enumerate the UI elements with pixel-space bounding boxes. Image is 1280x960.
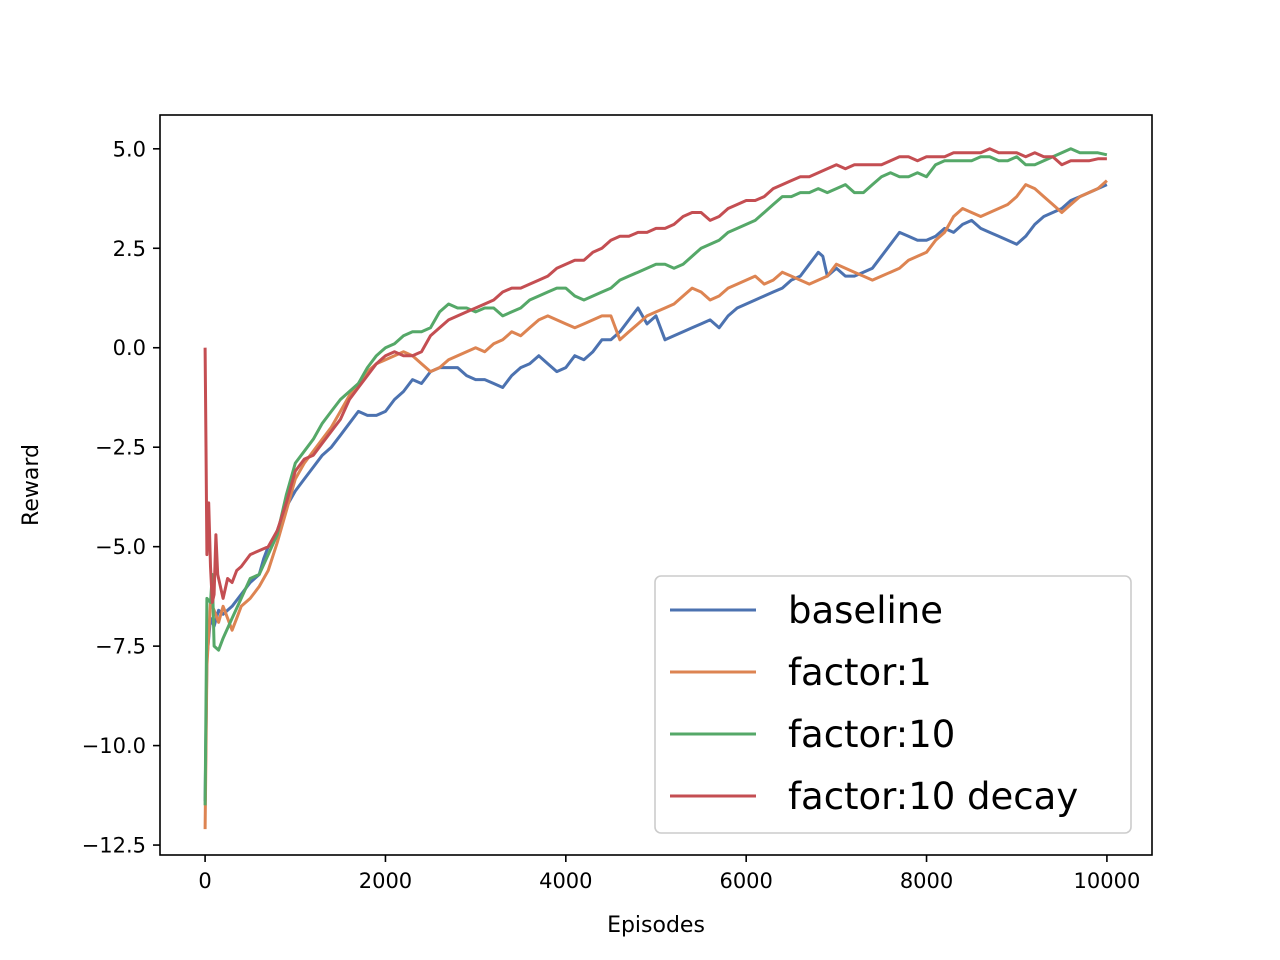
y-tick-label: 0.0 [113,336,146,360]
x-tick-label: 8000 [900,869,953,893]
legend-entry-label: baseline [788,589,943,632]
y-tick-label: −10.0 [82,734,146,758]
axes-frame [159,114,1153,856]
series-line-3 [203,147,1108,806]
legend-entry-label: factor:10 decay [788,775,1078,818]
y-axis-label: Reward [19,444,44,526]
y-tick-label: 2.5 [113,237,146,261]
legend: baseline factor:1 factor:10 factor:10 decay [654,575,1132,834]
y-tick-label: 5.0 [113,137,146,161]
series-line-2 [203,179,1108,830]
y-tick-label: −12.5 [82,834,146,858]
series-line-4 [203,147,1107,604]
y-tick-label: −5.0 [95,535,146,559]
y-axis-ticks: −12.5 −10.0 −7.5 −5.0 −2.5 0.0 2.5 5.0 [82,137,160,858]
y-tick-label: −2.5 [95,436,146,460]
x-axis-ticks: 0 2000 4000 6000 8000 10000 [198,855,1140,893]
x-tick-label: 10000 [1074,869,1141,893]
x-tick-label: 2000 [359,869,412,893]
legend-entry-label: factor:1 [788,651,932,694]
series-lines [203,147,1108,830]
x-axis-label: Episodes [607,913,705,938]
y-tick-label: −7.5 [95,635,146,659]
x-tick-label: 4000 [539,869,592,893]
legend-box [654,575,1132,834]
x-tick-label: 0 [198,869,211,893]
legend-entry-label: factor:10 [788,713,955,756]
x-tick-label: 6000 [719,869,772,893]
